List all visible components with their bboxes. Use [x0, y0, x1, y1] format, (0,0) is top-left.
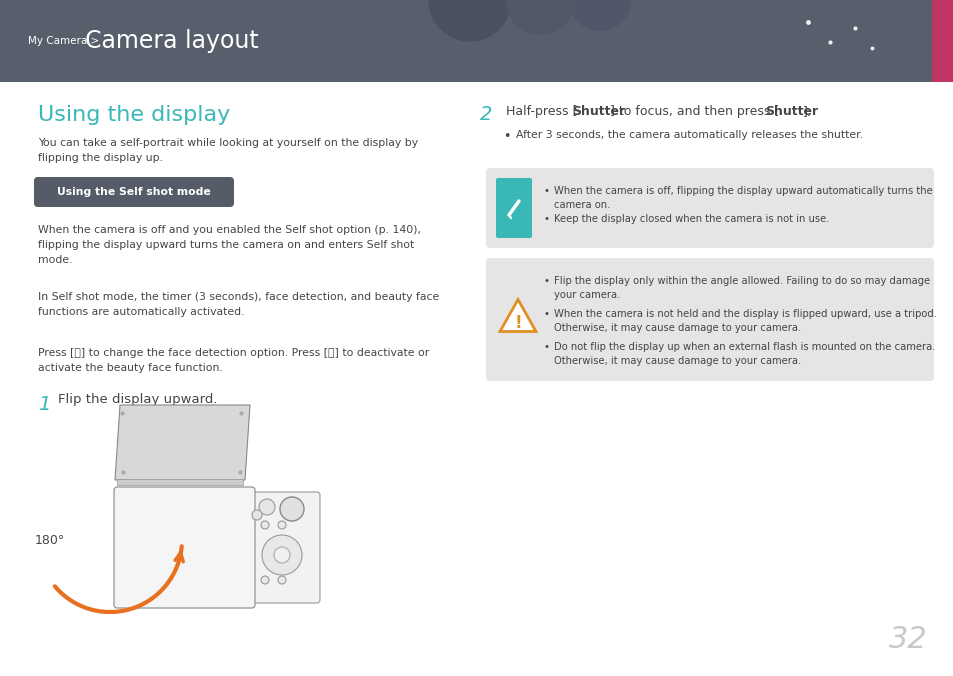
- Circle shape: [277, 521, 286, 529]
- FancyBboxPatch shape: [496, 178, 532, 238]
- FancyBboxPatch shape: [485, 168, 933, 248]
- Text: Camera layout: Camera layout: [85, 29, 258, 53]
- FancyBboxPatch shape: [0, 0, 953, 82]
- Text: Half-press [: Half-press [: [505, 105, 577, 118]
- Text: My Camera >: My Camera >: [28, 36, 102, 46]
- Text: •: •: [543, 342, 550, 352]
- Text: Using the Self shot mode: Using the Self shot mode: [57, 187, 211, 197]
- Text: When the camera is off, flipping the display upward automatically turns the
came: When the camera is off, flipping the dis…: [554, 186, 932, 210]
- FancyBboxPatch shape: [113, 487, 254, 608]
- Text: •: •: [543, 186, 550, 196]
- Text: When the camera is off and you enabled the Self shot option (p. 140),
flipping t: When the camera is off and you enabled t…: [38, 225, 420, 266]
- Text: 32: 32: [888, 625, 927, 654]
- Polygon shape: [499, 299, 536, 331]
- Circle shape: [261, 576, 269, 584]
- Circle shape: [277, 576, 286, 584]
- Circle shape: [261, 521, 269, 529]
- Circle shape: [252, 510, 262, 520]
- Text: ].: ].: [802, 105, 811, 118]
- Text: Shutter: Shutter: [572, 105, 624, 118]
- Text: 1: 1: [38, 395, 51, 414]
- Text: !: !: [514, 314, 521, 333]
- FancyBboxPatch shape: [117, 479, 243, 485]
- FancyBboxPatch shape: [34, 177, 233, 207]
- Text: Flip the display upward.: Flip the display upward.: [58, 393, 217, 406]
- Text: After 3 seconds, the camera automatically releases the shutter.: After 3 seconds, the camera automaticall…: [516, 130, 862, 140]
- Text: Using the display: Using the display: [38, 105, 230, 125]
- Text: In Self shot mode, the timer (3 seconds), face detection, and beauty face
functi: In Self shot mode, the timer (3 seconds)…: [38, 292, 438, 317]
- Circle shape: [274, 547, 290, 563]
- Text: Keep the display closed when the camera is not in use.: Keep the display closed when the camera …: [554, 214, 828, 224]
- FancyBboxPatch shape: [931, 0, 953, 82]
- Text: Press [ⓞ] to change the face detection option. Press [⓳] to deactivate or
activa: Press [ⓞ] to change the face detection o…: [38, 348, 429, 373]
- Text: Do not flip the display up when an external flash is mounted on the camera.
Othe: Do not flip the display up when an exter…: [554, 342, 935, 366]
- Text: You can take a self-portrait while looking at yourself on the display by
flippin: You can take a self-portrait while looki…: [38, 138, 417, 163]
- Text: 180°: 180°: [35, 533, 65, 546]
- FancyBboxPatch shape: [485, 258, 933, 381]
- Polygon shape: [115, 405, 250, 480]
- Circle shape: [280, 497, 304, 521]
- Text: Flip the display only within the angle allowed. Failing to do so may damage
your: Flip the display only within the angle a…: [554, 276, 929, 300]
- Text: •: •: [543, 276, 550, 286]
- Text: When the camera is not held and the display is flipped upward, use a tripod.
Oth: When the camera is not held and the disp…: [554, 309, 936, 333]
- Text: Shutter: Shutter: [764, 105, 818, 118]
- Circle shape: [258, 499, 274, 515]
- Circle shape: [262, 535, 302, 575]
- Text: ] to focus, and then press [: ] to focus, and then press [: [609, 105, 779, 118]
- Text: 2: 2: [479, 105, 492, 124]
- Text: •: •: [543, 309, 550, 319]
- FancyBboxPatch shape: [244, 492, 319, 603]
- Text: •: •: [502, 130, 510, 143]
- Text: •: •: [543, 214, 550, 224]
